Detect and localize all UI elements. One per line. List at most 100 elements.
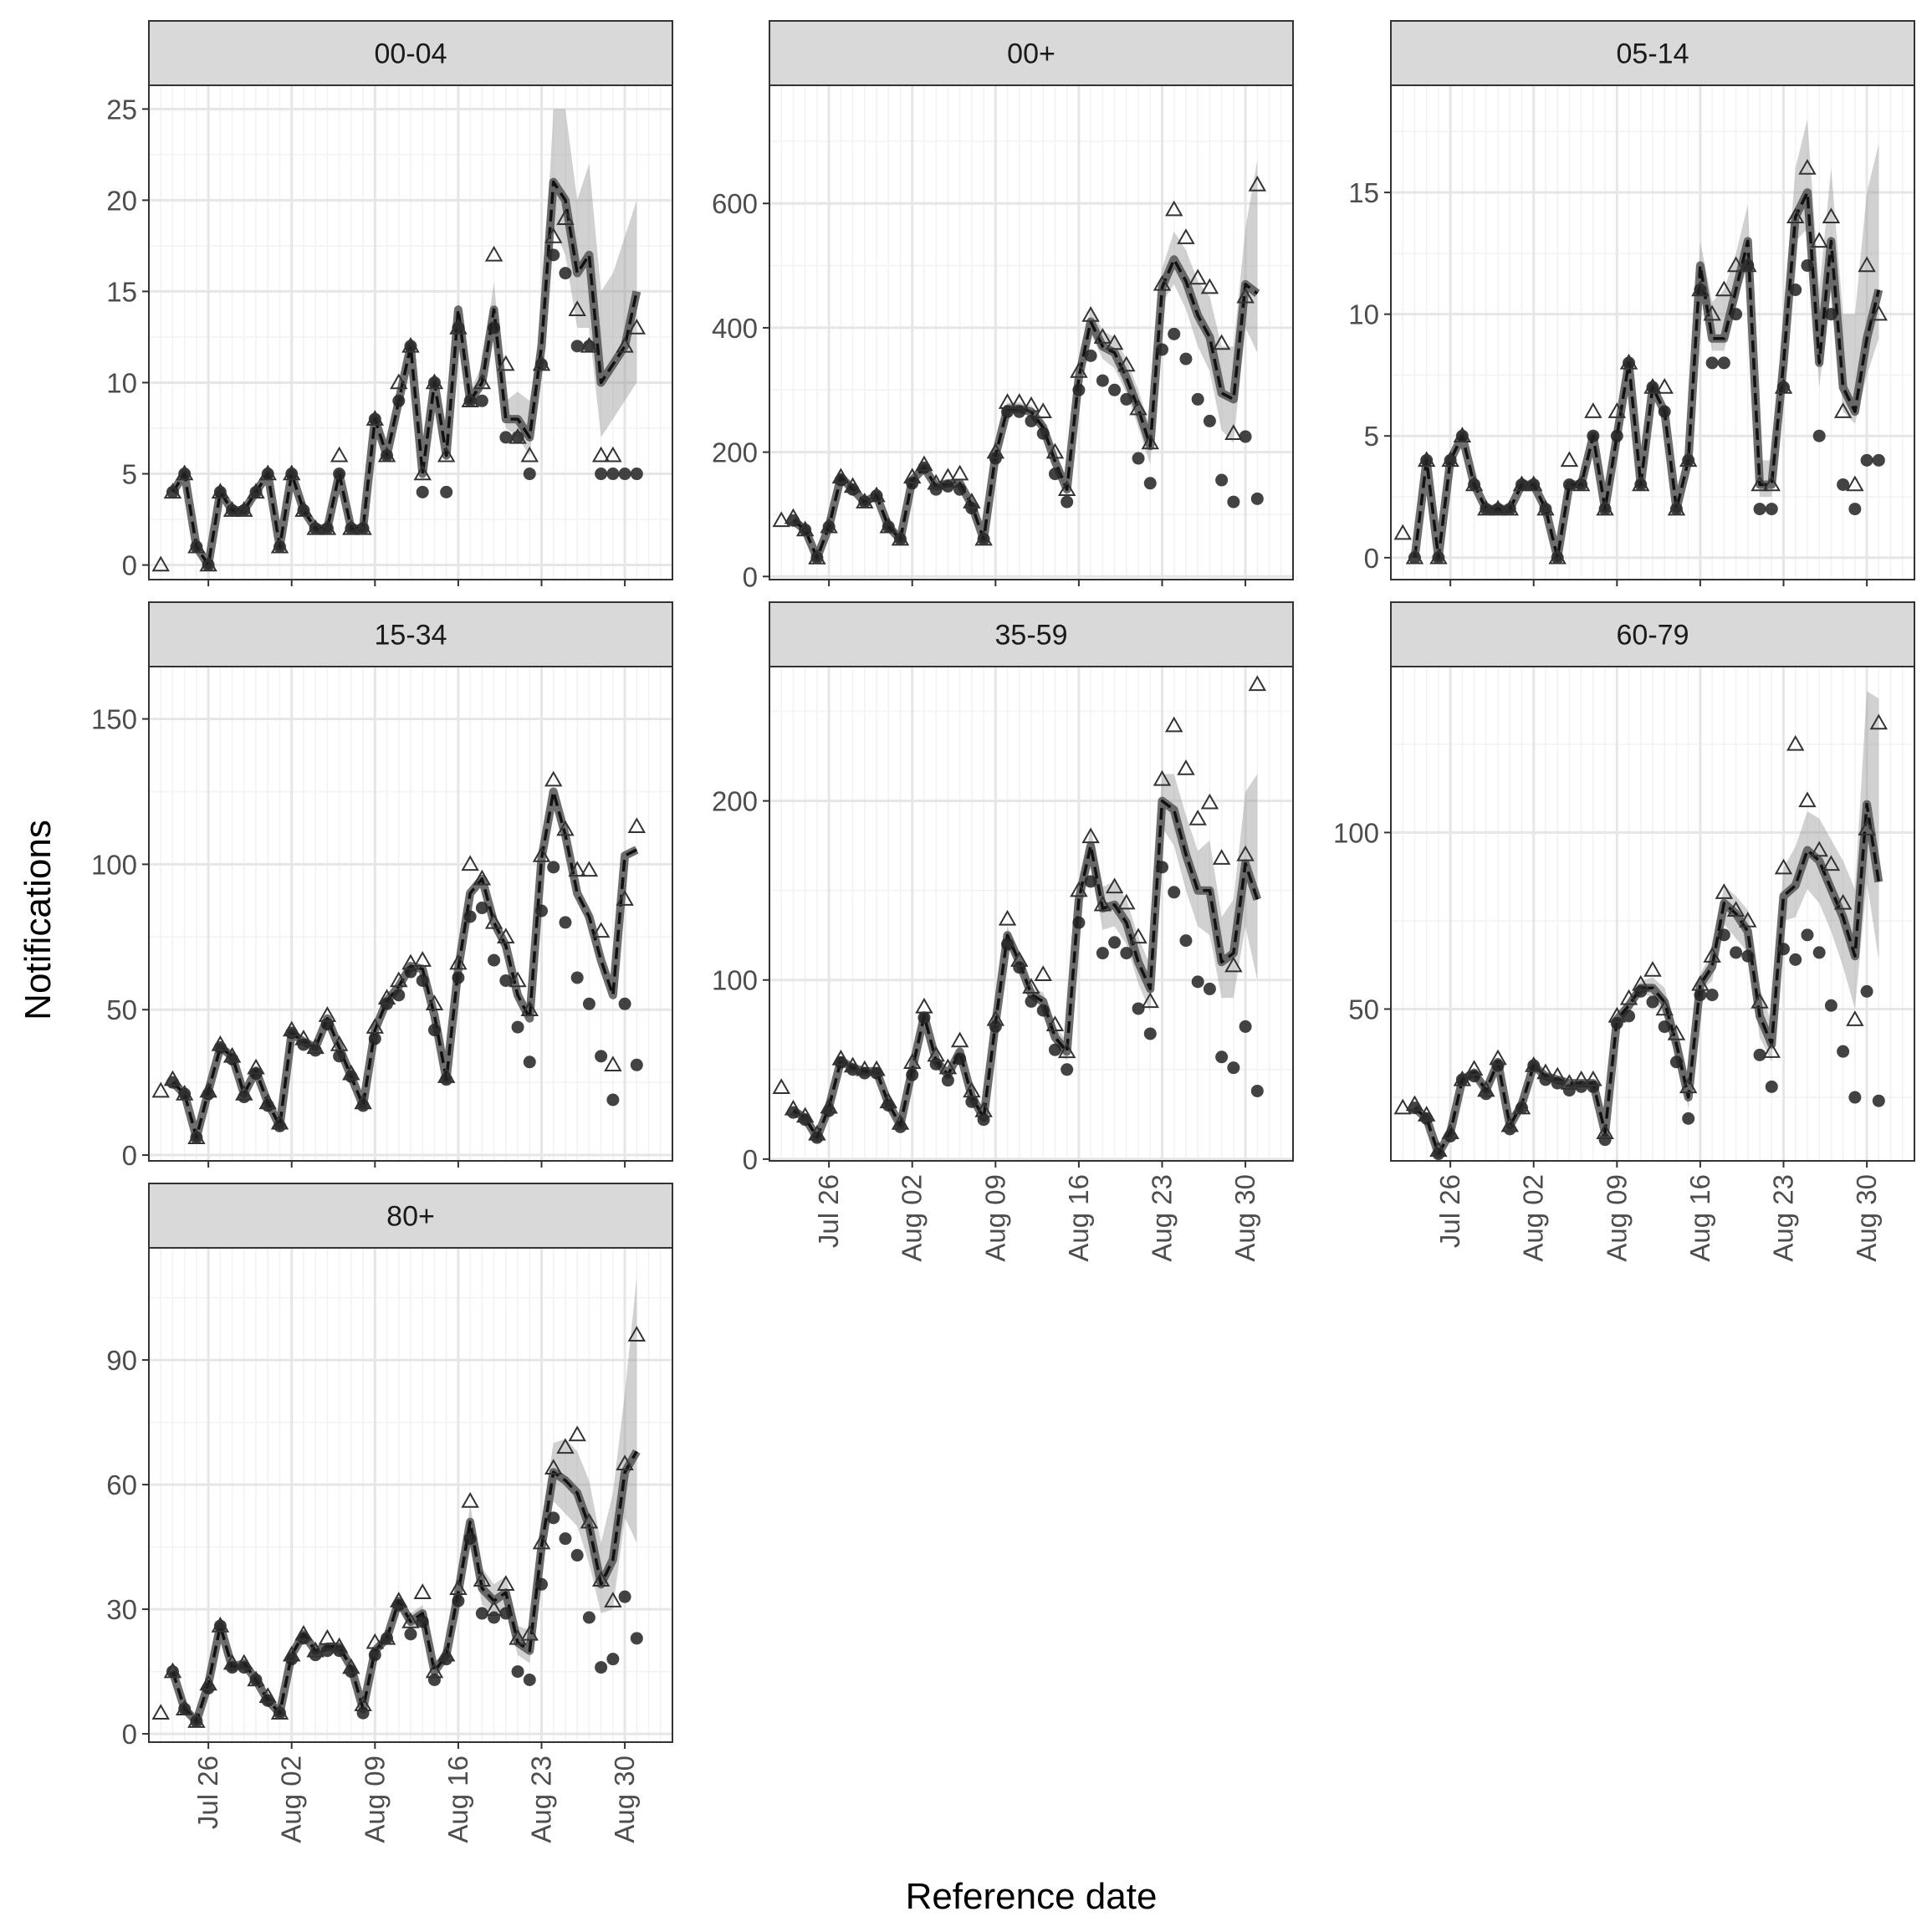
observed-point <box>511 1020 524 1034</box>
final-point <box>520 446 539 463</box>
observed-point <box>1444 1129 1457 1142</box>
observed-point <box>523 1674 536 1687</box>
observed-point <box>559 916 572 929</box>
final-point <box>1667 1025 1686 1040</box>
final-point <box>1798 158 1817 175</box>
observed-point <box>547 1511 560 1525</box>
final-point <box>808 1124 826 1141</box>
final-point <box>1464 1060 1484 1076</box>
final-point <box>604 1055 622 1072</box>
final-point <box>1405 548 1424 565</box>
observed-point <box>977 1113 990 1127</box>
y-tick-label: 10 <box>106 367 137 398</box>
final-point <box>318 519 337 535</box>
final-point <box>580 336 599 353</box>
panel-border <box>148 1247 673 1743</box>
final-point <box>544 1459 563 1475</box>
observed-point <box>618 468 631 481</box>
facet-title: 05-14 <box>1617 38 1689 70</box>
final-point <box>1762 1042 1781 1058</box>
observed-point <box>1250 1084 1264 1097</box>
observed-point <box>238 1661 251 1674</box>
final-point <box>974 1101 993 1117</box>
observed-point <box>1179 352 1193 365</box>
observed-point <box>1239 430 1252 443</box>
final-point <box>1010 951 1029 967</box>
observed-point <box>834 1055 847 1069</box>
final-point <box>1429 548 1448 565</box>
final-point <box>258 1093 277 1110</box>
observed-point <box>941 1074 954 1087</box>
observed-point <box>392 394 406 407</box>
observed-point <box>1551 1076 1564 1090</box>
final-point <box>151 1081 170 1098</box>
final-point <box>963 1081 981 1098</box>
final-point <box>879 517 897 534</box>
final-point <box>330 1637 349 1653</box>
final-point <box>998 393 1017 409</box>
final-point <box>556 209 575 225</box>
observed-point <box>1432 1147 1445 1161</box>
y-tick-label: 0 <box>743 561 758 592</box>
final-point <box>1655 999 1674 1016</box>
observed-point <box>917 1011 931 1025</box>
observed-point <box>582 997 595 1010</box>
observed-point <box>499 431 513 444</box>
observed-point <box>1587 429 1600 442</box>
final-point <box>437 1645 456 1662</box>
observed-point <box>989 1020 1002 1033</box>
observed-point <box>452 1594 465 1607</box>
observed-point <box>1036 1004 1050 1017</box>
final-point <box>915 455 933 472</box>
final-point <box>1441 1123 1459 1139</box>
final-point <box>1536 1063 1555 1080</box>
observed-point <box>1837 1045 1850 1058</box>
observed-point <box>1215 1050 1229 1064</box>
final-point <box>1200 793 1219 810</box>
observed-point <box>618 997 631 1010</box>
final-point <box>461 1491 479 1508</box>
gridlines <box>769 667 1294 1161</box>
final-point <box>247 1058 265 1075</box>
panels-layer: 00-04051015202500+020040060005-140510151… <box>91 20 1915 1843</box>
final-point <box>437 446 456 463</box>
x-tick-label: Jul 26 <box>813 1174 844 1248</box>
final-point <box>211 1035 230 1051</box>
observed-point <box>1036 427 1050 440</box>
final-point <box>1188 809 1207 825</box>
observed-point <box>570 340 584 353</box>
final-point <box>556 820 575 836</box>
final-point <box>591 1571 611 1587</box>
final-point <box>509 427 527 444</box>
x-tick-label: Aug 30 <box>1229 1174 1260 1262</box>
final-point <box>963 493 981 509</box>
x-tick-label: Aug 09 <box>1601 1174 1632 1262</box>
final-point <box>856 1060 874 1076</box>
final-point <box>1632 974 1650 991</box>
facet-title: 00-04 <box>375 38 447 70</box>
observed-point <box>368 1032 381 1045</box>
observed-point <box>1001 938 1015 951</box>
panel-border <box>1390 666 1915 1162</box>
facet-strip <box>148 601 673 667</box>
observed-point <box>1227 495 1240 509</box>
observed-point <box>1658 405 1671 418</box>
final-point <box>1057 480 1076 496</box>
observed-point <box>846 1063 860 1076</box>
facet-title: 80+ <box>386 1201 435 1233</box>
final-point <box>247 1670 265 1687</box>
final-point <box>950 1031 969 1048</box>
final-point <box>222 501 242 517</box>
final-point <box>1057 1042 1076 1059</box>
final-point <box>473 869 492 886</box>
y-tick-label: 100 <box>1333 817 1379 848</box>
final-point <box>532 846 551 862</box>
final-point <box>199 555 217 572</box>
y-tick-label: 0 <box>122 1719 137 1750</box>
final-point <box>1129 928 1147 944</box>
observed-point <box>416 485 429 498</box>
observed-point <box>1801 258 1814 272</box>
facet-title: 60-79 <box>1617 620 1689 652</box>
observed-point <box>463 910 477 923</box>
observed-point <box>1468 1070 1481 1083</box>
